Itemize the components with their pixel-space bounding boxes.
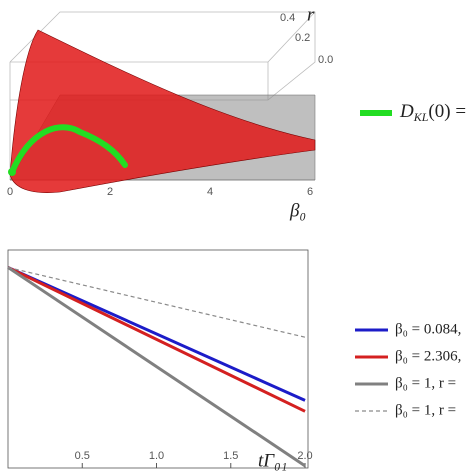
surface <box>9 29 316 193</box>
r-axis-label: r <box>307 4 315 25</box>
x-tick-label: 6 <box>307 186 313 198</box>
r-tick-label: 0.0 <box>318 54 333 66</box>
series-line <box>7 266 306 338</box>
surface-panel: 0 2 4 6 β₀ 0.4 0.2 0.0 r DKL(0) = <box>7 4 466 221</box>
legend-label: β₀ = 1, r = <box>395 375 456 391</box>
line-panel: 0.5 1.0 1.5 2.0 tΓ₀₁ β₀ = 0.084, β₀ = 2.306, β₀… <box>7 249 461 471</box>
legend-label: β₀ = 2.306, <box>395 348 461 364</box>
r-tick-label: 0.2 <box>295 32 310 44</box>
point <box>8 168 16 176</box>
r-tick-label: 0.4 <box>280 12 295 24</box>
x-tick-label: 4 <box>207 186 213 198</box>
x-tick-label: 1.0 <box>149 450 164 462</box>
legend-symbol: D <box>399 101 414 122</box>
series-line <box>7 266 306 468</box>
x-tick-label: 1.5 <box>223 450 238 462</box>
x-tick-label: 2 <box>107 186 113 198</box>
legend-text: (0) = <box>428 101 466 122</box>
plot-frame <box>7 249 309 469</box>
box <box>267 11 316 63</box>
curve <box>9 124 128 175</box>
series-line <box>7 266 306 413</box>
legend-label: β₀ = 0.084, <box>395 321 461 337</box>
x-tick-label: 0 <box>7 186 13 198</box>
legend-subscript: KL <box>413 110 429 124</box>
x-axis-label: tΓ₀₁ <box>258 450 287 471</box>
legend-label: β₀ = 1, r = <box>395 402 456 418</box>
x-tick-label: 2.0 <box>297 450 312 462</box>
series-line <box>7 266 306 402</box>
legend-label: DKL(0) = <box>399 101 466 123</box>
x-tick-label: 0.5 <box>75 450 90 462</box>
x-axis-label: β₀ <box>289 200 306 221</box>
